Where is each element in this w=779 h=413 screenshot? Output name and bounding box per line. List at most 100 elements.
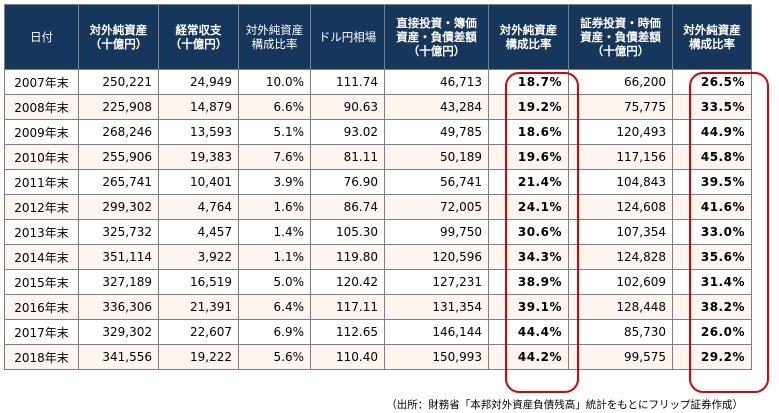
header-line: 構成比率	[251, 37, 298, 51]
cell-securities-diff: 124,828	[568, 244, 673, 270]
cell-net-ratio: 6.6%	[238, 94, 311, 120]
cell-securities-ratio: 45.8%	[672, 144, 752, 170]
cell-securities-ratio: 33.5%	[672, 94, 752, 120]
header-line: 対外純資産	[499, 23, 558, 37]
cell-net-ratio: 3.9%	[238, 169, 311, 195]
header-line: （十億円）	[591, 44, 650, 58]
cell-usd-jpy: 90.63	[310, 94, 385, 120]
table-row: 2011年末 265,741 10,401 3.9% 76.90 56,741 21.4% 1…	[4, 169, 752, 195]
cell-direct-ratio: 21.4%	[488, 169, 569, 195]
header-usd-jpy: ドル円相場	[310, 4, 385, 70]
cell-net-ratio: 1.1%	[238, 244, 311, 270]
cell-net-assets: 325,732	[78, 219, 159, 245]
cell-date: 2017年末	[4, 319, 79, 345]
cell-securities-diff: 120,493	[568, 119, 673, 145]
cell-net-ratio: 1.6%	[238, 194, 311, 220]
cell-usd-jpy: 119.80	[310, 244, 385, 270]
cell-direct-ratio: 19.6%	[488, 144, 569, 170]
cell-usd-jpy: 112.65	[310, 319, 385, 345]
cell-securities-ratio: 26.0%	[672, 319, 752, 345]
cell-net-ratio: 1.4%	[238, 219, 311, 245]
cell-net-ratio: 5.1%	[238, 119, 311, 145]
table-row: 2010年末 255,906 19,383 7.6% 81.11 50,189 19.6% 1…	[4, 144, 752, 170]
cell-usd-jpy: 117.11	[310, 294, 385, 320]
cell-usd-jpy: 120.42	[310, 269, 385, 295]
header-line: 証券投資・時価	[580, 16, 661, 30]
header-line: （十億円）	[89, 37, 148, 51]
header-securities-diff: 証券投資・時価 資産・負債差額 （十億円）	[568, 4, 673, 70]
cell-usd-jpy: 105.30	[310, 219, 385, 245]
header-line: 資産・負債差額	[396, 30, 477, 44]
cell-date: 2015年末	[4, 269, 79, 295]
cell-net-assets: 327,189	[78, 269, 159, 295]
cell-direct-diff: 99,750	[384, 219, 489, 245]
cell-current-account: 24,949	[158, 69, 239, 95]
cell-direct-ratio: 44.2%	[488, 344, 569, 370]
cell-net-assets: 336,306	[78, 294, 159, 320]
cell-current-account: 22,607	[158, 319, 239, 345]
header-net-assets: 対外純資産 （十億円）	[78, 4, 159, 70]
cell-net-assets: 250,221	[78, 69, 159, 95]
header-line: 構成比率	[689, 37, 735, 51]
cell-securities-diff: 124,608	[568, 194, 673, 220]
cell-direct-diff: 127,231	[384, 269, 489, 295]
cell-date: 2018年末	[4, 344, 79, 370]
cell-net-ratio: 10.0%	[238, 69, 311, 95]
cell-direct-ratio: 30.6%	[488, 219, 569, 245]
cell-usd-jpy: 110.40	[310, 344, 385, 370]
table-row: 2014年末 351,114 3,922 1.1% 119.80 120,596 34.3%…	[4, 244, 752, 270]
cell-direct-diff: 50,189	[384, 144, 489, 170]
cell-current-account: 4,457	[158, 219, 239, 245]
cell-direct-diff: 56,741	[384, 169, 489, 195]
table-row: 2012年末 299,302 4,764 1.6% 86.74 72,005 24.1% 12…	[4, 194, 752, 220]
cell-usd-jpy: 76.90	[310, 169, 385, 195]
cell-current-account: 10,401	[158, 169, 239, 195]
header-line: （十億円）	[169, 37, 228, 51]
cell-securities-ratio: 44.9%	[672, 119, 752, 145]
cell-current-account: 19,383	[158, 144, 239, 170]
header-net-ratio: 対外純資産 構成比率	[238, 4, 311, 70]
header-line: （十億円）	[407, 44, 466, 58]
source-footnote: （出所：財務省「本邦対外資産負債残高」統計をもとにフリップ証券作成）	[386, 399, 743, 411]
cell-usd-jpy: 93.02	[310, 119, 385, 145]
data-table: 日付 対外純資産 （十億円） 経常収支 （十億円） 対外純資産 構成比率 ドル円相場 直接投資・…	[4, 4, 752, 370]
cell-net-assets: 351,114	[78, 244, 159, 270]
cell-direct-diff: 146,144	[384, 319, 489, 345]
cell-net-ratio: 6.9%	[238, 319, 311, 345]
cell-current-account: 13,593	[158, 119, 239, 145]
header-line: 経常収支	[175, 23, 222, 37]
cell-date: 2008年末	[4, 94, 79, 120]
cell-securities-diff: 66,200	[568, 69, 673, 95]
table-row: 2018年末 341,556 19,222 5.6% 110.40 150,993 44.2…	[4, 344, 752, 370]
cell-direct-diff: 46,713	[384, 69, 489, 95]
cell-securities-ratio: 33.0%	[672, 219, 752, 245]
cell-net-assets: 255,906	[78, 144, 159, 170]
highlight-direct-ratio	[505, 72, 579, 393]
header-direct-diff: 直接投資・簿価 資産・負債差額 （十億円）	[384, 4, 489, 70]
cell-direct-diff: 150,993	[384, 344, 489, 370]
cell-current-account: 4,764	[158, 194, 239, 220]
cell-net-ratio: 5.0%	[238, 269, 311, 295]
cell-securities-diff: 102,609	[568, 269, 673, 295]
cell-net-assets: 265,741	[78, 169, 159, 195]
cell-securities-diff: 75,775	[568, 94, 673, 120]
cell-net-ratio: 5.6%	[238, 344, 311, 370]
cell-securities-diff: 107,354	[568, 219, 673, 245]
cell-securities-diff: 128,448	[568, 294, 673, 320]
table-row: 2008年末 225,908 14,879 6.6% 90.63 43,284 19.2% 7…	[4, 94, 752, 120]
cell-current-account: 3,922	[158, 244, 239, 270]
cell-direct-diff: 49,785	[384, 119, 489, 145]
header-line: 直接投資・簿価	[396, 16, 477, 30]
cell-usd-jpy: 86.74	[310, 194, 385, 220]
cell-securities-diff: 117,156	[568, 144, 673, 170]
cell-net-assets: 329,302	[78, 319, 159, 345]
cell-direct-diff: 120,596	[384, 244, 489, 270]
cell-net-ratio: 6.4%	[238, 294, 311, 320]
cell-securities-diff: 85,730	[568, 319, 673, 345]
header-securities-ratio: 対外純資産 構成比率	[672, 4, 752, 70]
header-line: 対外純資産	[89, 23, 148, 37]
cell-current-account: 21,391	[158, 294, 239, 320]
cell-date: 2014年末	[4, 244, 79, 270]
table-body: 2007年末 250,221 24,949 10.0% 111.74 46,713 18.7…	[4, 69, 752, 370]
cell-securities-ratio: 38.2%	[672, 294, 752, 320]
